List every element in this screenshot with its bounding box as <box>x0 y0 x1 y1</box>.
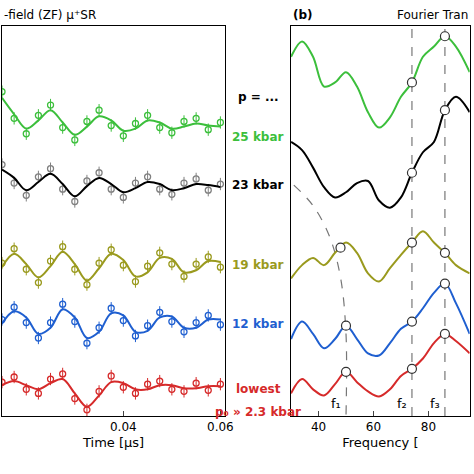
svg-text:f₁: f₁ <box>331 396 341 411</box>
svg-text:f₃: f₃ <box>430 396 440 411</box>
svg-text:-field (ZF) μ⁺SR: -field (ZF) μ⁺SR <box>4 8 96 22</box>
svg-text:12 kbar: 12 kbar <box>232 317 284 331</box>
svg-text:19 kbar: 19 kbar <box>232 258 284 272</box>
svg-text:Time [μs]: Time [μs] <box>82 435 144 450</box>
svg-text:40: 40 <box>311 420 326 434</box>
svg-text:Fourier Tran: Fourier Tran <box>397 8 468 22</box>
svg-text:0.04: 0.04 <box>110 420 137 434</box>
svg-text:f₂: f₂ <box>397 396 407 411</box>
svg-text:25 kbar: 25 kbar <box>232 130 284 144</box>
svg-text:p₀ » 2.3 kbar: p₀ » 2.3 kbar <box>215 405 301 419</box>
svg-text:lowest: lowest <box>236 382 281 396</box>
svg-text:(b): (b) <box>293 8 313 22</box>
svg-text:23 kbar: 23 kbar <box>232 178 284 192</box>
svg-text:Frequency [: Frequency [ <box>342 435 418 450</box>
svg-text:80: 80 <box>421 420 436 434</box>
svg-text:0.06: 0.06 <box>207 420 234 434</box>
svg-text:p = ...: p = ... <box>238 90 279 104</box>
svg-text:60: 60 <box>366 420 381 434</box>
